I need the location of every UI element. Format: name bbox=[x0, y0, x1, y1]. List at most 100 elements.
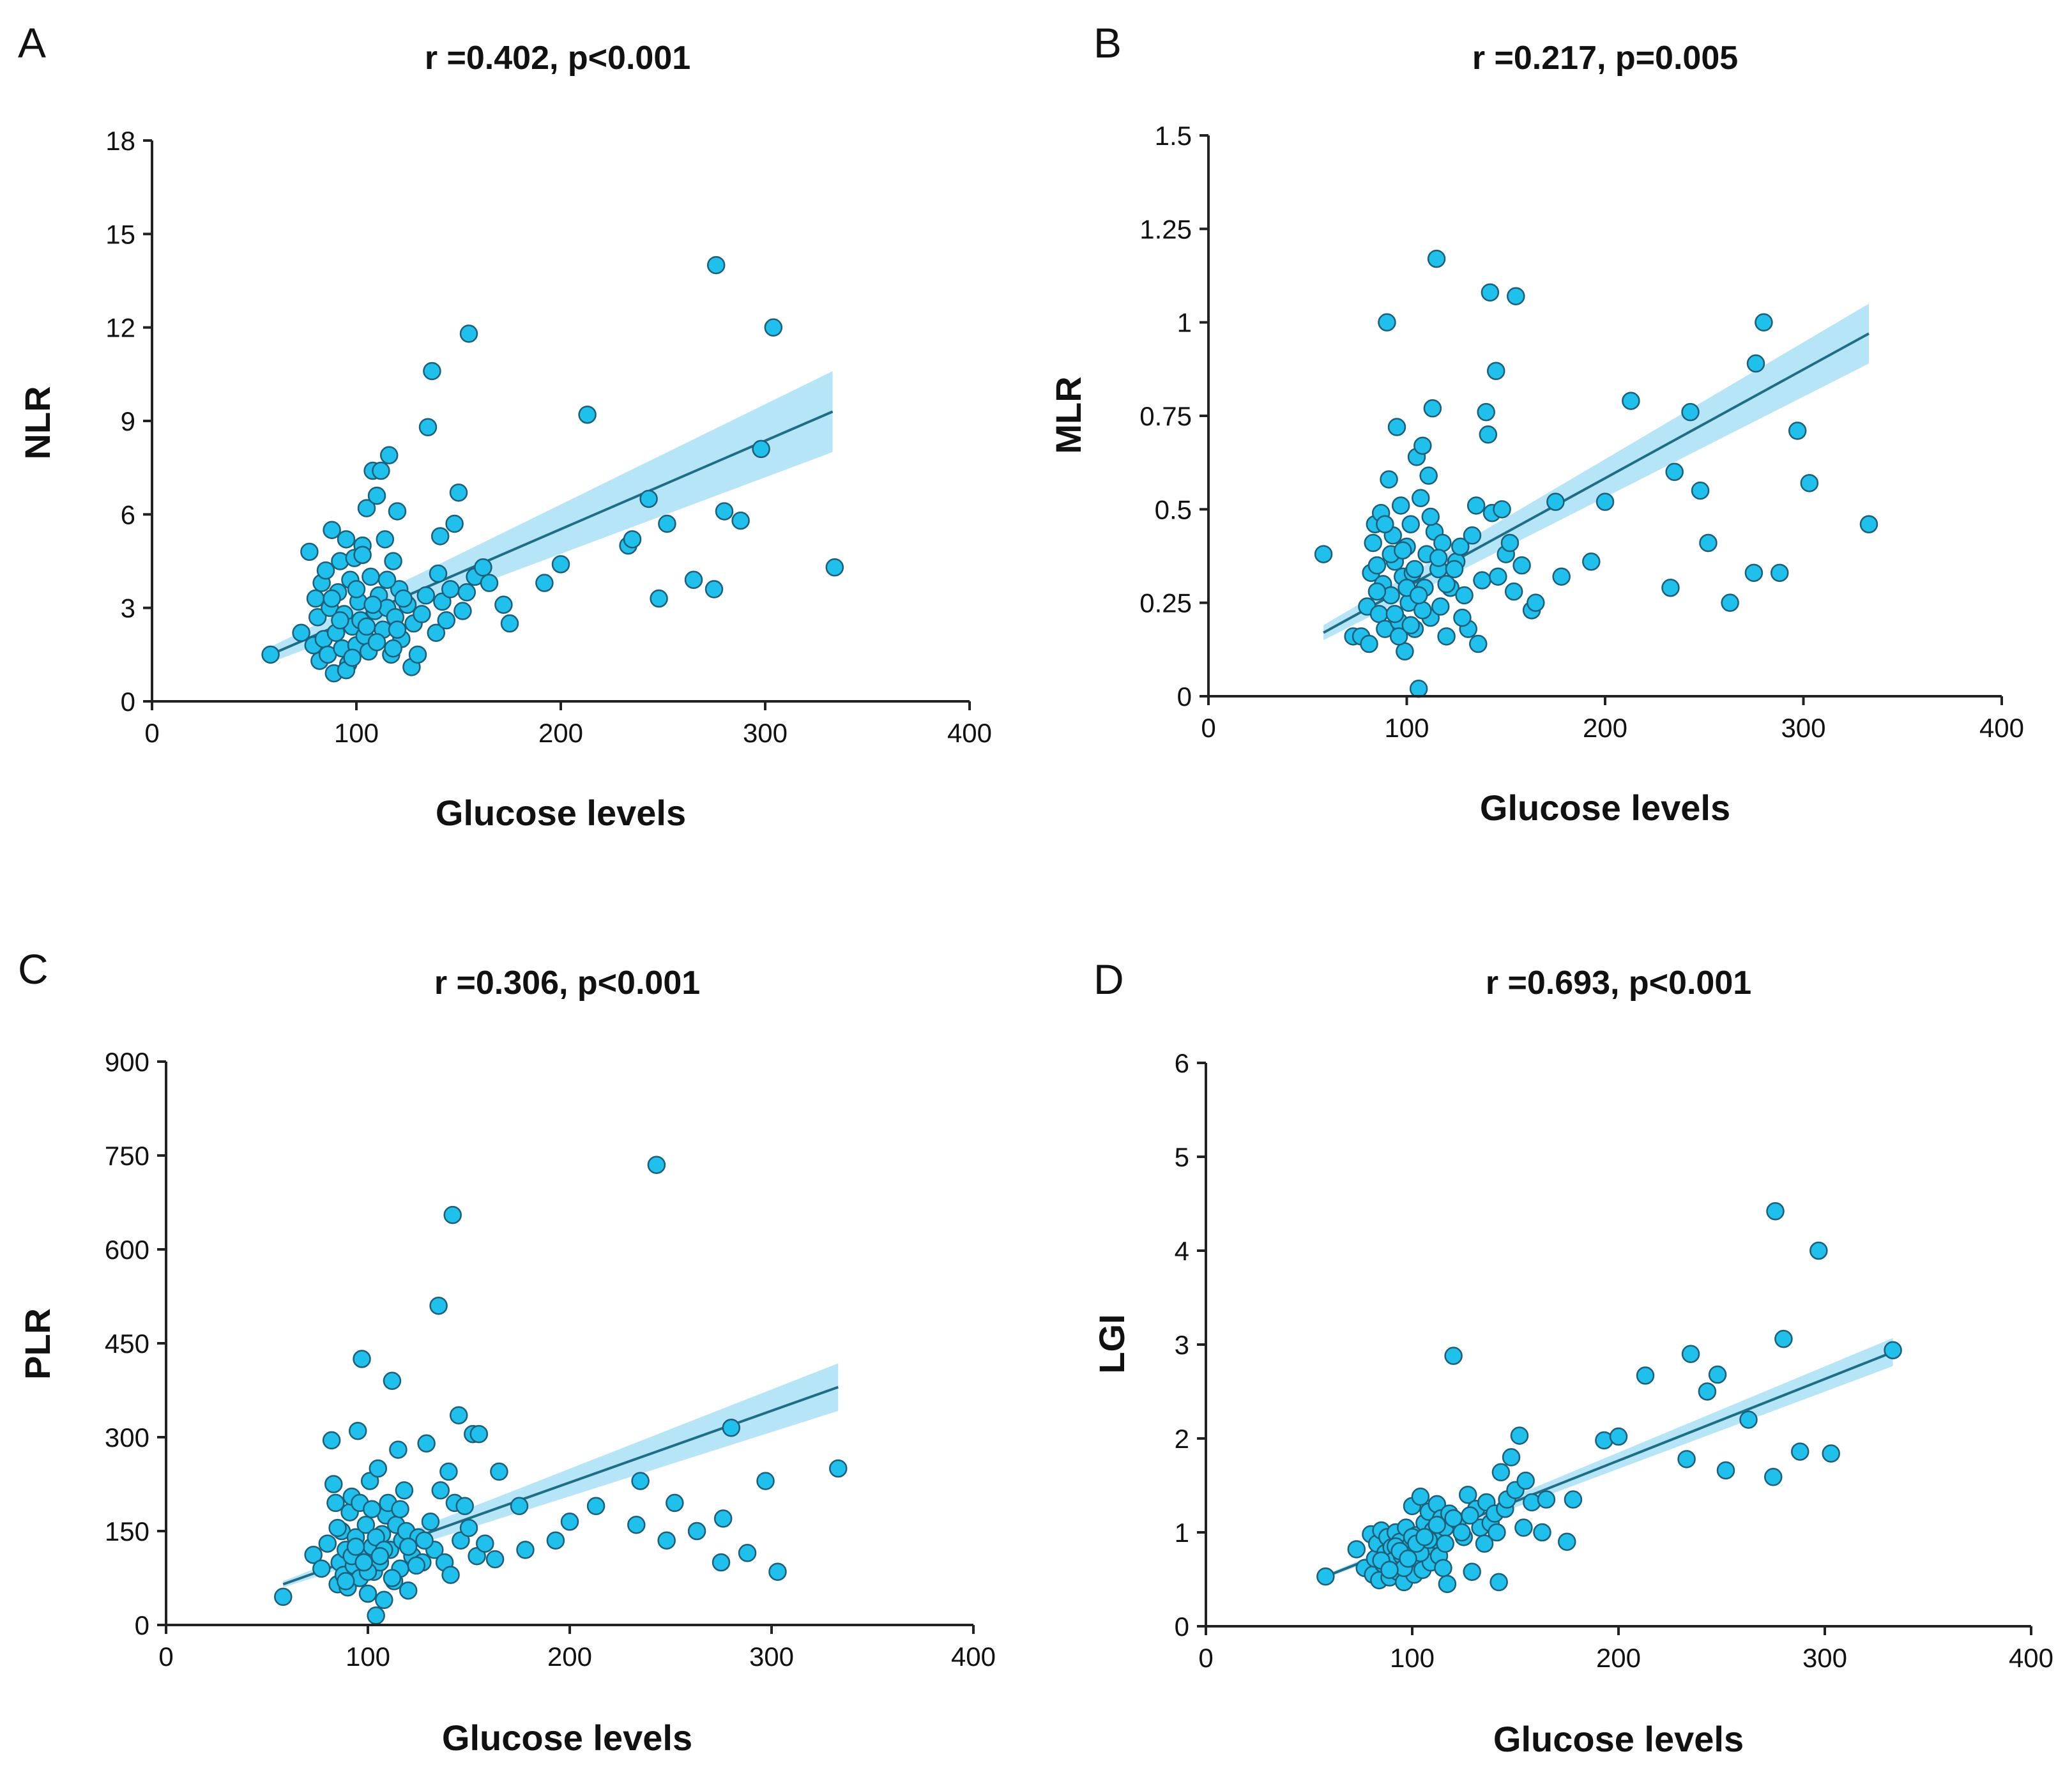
panel-a-data-point bbox=[623, 530, 642, 549]
panel-b-data-point bbox=[1477, 402, 1495, 422]
panel-b-data-point bbox=[1455, 586, 1474, 605]
panel-d-x-axis-label: Glucose levels bbox=[1493, 1719, 1744, 1759]
panel-c-data-point bbox=[326, 1493, 345, 1513]
panel-a-data-point bbox=[825, 558, 844, 577]
panel-a-data-point bbox=[261, 645, 280, 664]
panel-a-data-point bbox=[323, 589, 341, 608]
panel-c-data-point bbox=[360, 1472, 379, 1490]
panel-a-data-point bbox=[372, 461, 390, 480]
panel-c-data-point bbox=[328, 1518, 347, 1537]
panel-b-data-point bbox=[1622, 392, 1640, 410]
panel-b-data-point bbox=[1427, 249, 1446, 268]
panel-d: D r =0.693, p<0.001 Glucose levels LGI 0… bbox=[1092, 956, 2053, 1759]
panel-a-y-tick-label: 6 bbox=[121, 500, 135, 530]
panel-b-data-point bbox=[1507, 287, 1525, 305]
panel-c-data-point bbox=[391, 1500, 409, 1518]
panel-c-x-tick-label: 100 bbox=[346, 1642, 390, 1672]
panel-c-data-point bbox=[449, 1406, 468, 1424]
panel-c-data-point bbox=[354, 1553, 373, 1572]
panel-a-x-tick-label: 300 bbox=[743, 718, 788, 748]
panel-d-data-point bbox=[1411, 1487, 1430, 1506]
panel-a-data-point bbox=[764, 318, 783, 337]
panel-c-data-point bbox=[476, 1534, 494, 1553]
panel-b-data-point bbox=[1405, 560, 1424, 579]
panel-d-data-point bbox=[1681, 1345, 1700, 1363]
panel-a-data-point bbox=[337, 530, 356, 549]
panel-d-data-point bbox=[1452, 1523, 1471, 1542]
panel-b-data-point bbox=[1429, 549, 1448, 567]
panel-letter-c: C bbox=[18, 945, 49, 993]
panel-a-data-point bbox=[445, 514, 464, 533]
panel-b-data-point bbox=[1389, 627, 1408, 646]
panel-b-x-tick-label: 100 bbox=[1384, 713, 1429, 743]
panel-b-data-point bbox=[1401, 515, 1420, 533]
panel-a-data-point bbox=[300, 542, 319, 561]
panel-d-data-point bbox=[1488, 1523, 1506, 1542]
panel-b-data-point bbox=[1661, 579, 1680, 597]
panel-a-data-point bbox=[453, 602, 472, 620]
panel-b-data-point bbox=[1546, 492, 1565, 511]
panel-c-y-tick-label: 450 bbox=[105, 1329, 149, 1359]
panel-b-data-point bbox=[1493, 500, 1511, 519]
panel-a-data-point bbox=[377, 570, 397, 590]
panel-a-data-point bbox=[306, 589, 325, 608]
panel-d-data-point bbox=[1489, 1573, 1508, 1592]
panel-a-plot-area: 0 100 200 300 400 0 3 6 9 12 15 18 bbox=[105, 126, 992, 748]
panel-d-data-point bbox=[1809, 1241, 1828, 1260]
panel-b-data-point bbox=[1367, 556, 1387, 575]
panel-c-data-point bbox=[713, 1509, 733, 1528]
panel-d-data-point bbox=[1533, 1523, 1551, 1542]
panel-b-data-point bbox=[1481, 283, 1500, 302]
panel-c-data-point bbox=[738, 1544, 757, 1562]
panel-d-data-point bbox=[1708, 1365, 1727, 1384]
panel-a: A r =0.402, p<0.001 Glucose levels NLR 0… bbox=[17, 19, 992, 833]
panel-d-y-tick-label: 6 bbox=[1175, 1048, 1189, 1078]
panel-b-data-point bbox=[1479, 425, 1498, 444]
panel-b-data-point bbox=[1552, 567, 1571, 586]
panel-c-x-tick-label: 300 bbox=[749, 1642, 794, 1672]
panel-c-data-point bbox=[631, 1472, 650, 1490]
panel-b-data-point bbox=[1394, 541, 1412, 560]
panel-b-data-point bbox=[1504, 582, 1523, 601]
panel-b-data-point bbox=[1419, 466, 1438, 485]
panel-c-data-point bbox=[829, 1459, 848, 1478]
panel-d-y-tick-label: 3 bbox=[1175, 1330, 1189, 1360]
panel-c-data-point bbox=[375, 1590, 393, 1610]
panel-b-x-axis-label: Glucose levels bbox=[1480, 788, 1730, 828]
panel-a-x-tick-label: 400 bbox=[947, 718, 992, 748]
panel-b-data-point bbox=[1699, 533, 1718, 553]
panel-b-data-point bbox=[1512, 556, 1531, 575]
panel-d-data-point bbox=[1491, 1463, 1511, 1482]
panel-b-data-point bbox=[1445, 560, 1464, 579]
panel-c-data-point bbox=[383, 1371, 402, 1391]
panel-a-data-point bbox=[384, 552, 402, 570]
panel-c-x-tick-label: 0 bbox=[158, 1642, 173, 1672]
panel-a-data-point bbox=[433, 592, 452, 611]
panel-b-data-point bbox=[1451, 537, 1470, 556]
panel-c: C r =0.306, p<0.001 Glucose levels PLR 0… bbox=[17, 945, 996, 1758]
panel-c-y-tick-label: 900 bbox=[105, 1047, 149, 1077]
panel-b-data-point bbox=[1691, 481, 1710, 500]
panel-c-data-point bbox=[367, 1606, 385, 1625]
panel-b-data-point bbox=[1859, 515, 1878, 533]
panel-c-data-point bbox=[490, 1462, 508, 1481]
panel-b-plot-area: 0 100 200 300 400 0 0.25 0.5 0.75 1 1.25 1.5 bbox=[1139, 121, 2024, 743]
panel-b-x-tick-label: 300 bbox=[1781, 713, 1825, 743]
panel-a-data-point bbox=[429, 564, 448, 583]
panel-c-data-point bbox=[399, 1537, 418, 1556]
panel-d-title: r =0.693, p<0.001 bbox=[1486, 965, 1751, 1002]
panel-c-data-point bbox=[657, 1531, 676, 1550]
panel-b-data-point bbox=[1744, 563, 1763, 583]
panel-letter-a: A bbox=[18, 19, 46, 66]
panel-d-data-point bbox=[1502, 1448, 1521, 1467]
panel-d-data-point bbox=[1790, 1442, 1809, 1461]
panel-c-data-point bbox=[322, 1431, 341, 1450]
panel-a-data-point bbox=[551, 555, 570, 574]
panel-a-data-point bbox=[459, 324, 478, 343]
panel-a-data-point bbox=[731, 511, 750, 530]
panel-d-data-point bbox=[1739, 1410, 1758, 1429]
panel-a-x-tick-label: 0 bbox=[144, 718, 159, 748]
panel-a-data-point bbox=[430, 527, 450, 545]
panel-c-data-point bbox=[441, 1566, 460, 1584]
panel-c-data-point bbox=[389, 1440, 408, 1459]
